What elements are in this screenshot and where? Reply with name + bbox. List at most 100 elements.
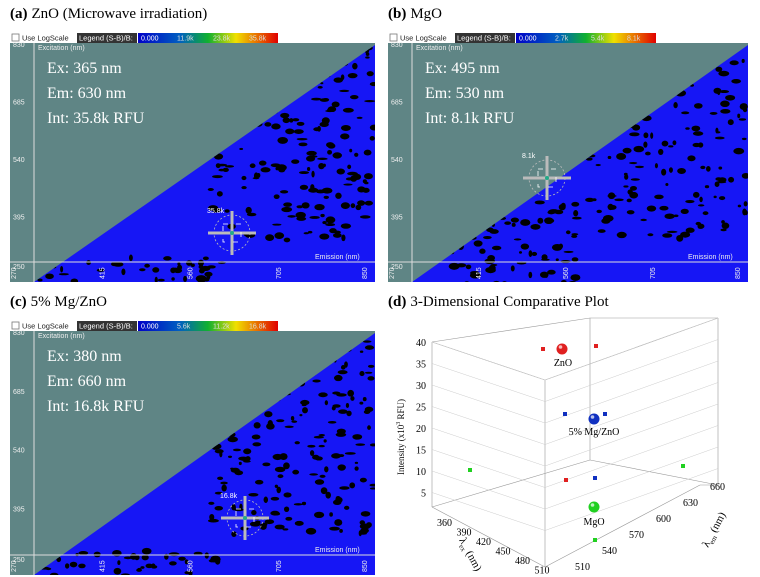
noise-patch (720, 100, 730, 108)
noise-patch (318, 392, 328, 398)
noise-patch (293, 129, 304, 135)
noise-patch (274, 524, 285, 530)
noise-patch (301, 404, 307, 407)
noise-patch (184, 571, 190, 575)
x-tick-label: 360 (437, 518, 452, 529)
noise-patch (335, 192, 342, 199)
noise-patch (221, 484, 227, 492)
noise-patch (737, 113, 741, 119)
noise-patch (626, 210, 635, 215)
noise-patch (721, 220, 725, 224)
noise-patch (323, 439, 327, 443)
marker-box (235, 508, 255, 528)
noise-patch (333, 374, 343, 382)
noise-patch (271, 123, 281, 130)
noise-patch (183, 275, 187, 282)
noise-patch (629, 132, 640, 137)
noise-patch (714, 136, 725, 140)
noise-patch (487, 255, 496, 262)
noise-patch (313, 511, 325, 519)
noise-patch (298, 142, 308, 147)
y-tick-label: 540 (391, 157, 403, 164)
annotation: Ex: 495 nm (425, 60, 500, 77)
noise-patch (364, 200, 373, 206)
noise-patch (317, 157, 328, 160)
scale-label: 5.6k (177, 324, 191, 331)
noise-patch (544, 217, 554, 225)
panel-title-text: MgO (410, 6, 442, 22)
noise-patch (739, 103, 748, 111)
noise-patch (352, 62, 358, 70)
noise-patch (528, 271, 533, 279)
x-axis-title: Emission (nm) (315, 254, 360, 261)
signal-region (412, 45, 748, 282)
noise-patch (340, 133, 350, 140)
checkbox-label: Use LogScale (22, 322, 69, 331)
noise-patch (719, 90, 730, 94)
x-tick-label: 510 (535, 566, 550, 577)
panel-label: (b) (388, 6, 406, 22)
noise-patch (640, 218, 647, 222)
x-tick-label: 415 (476, 267, 483, 279)
noise-patch (694, 103, 703, 109)
noise-patch (331, 453, 341, 459)
noise-patch (327, 150, 333, 155)
legend-label: Legend (S-B)/B: (457, 34, 511, 43)
noise-patch (314, 203, 325, 211)
noise-patch (207, 518, 219, 523)
noise-patch (666, 230, 678, 233)
noise-patch (163, 256, 172, 261)
noise-patch (220, 481, 228, 485)
noise-patch (369, 487, 375, 490)
noise-patch (727, 119, 734, 126)
noise-patch (728, 176, 735, 183)
grid-line (544, 403, 719, 467)
noise-patch (353, 435, 360, 440)
x-axis-title: Emission (nm) (688, 254, 733, 261)
marker-dot (545, 176, 549, 180)
noise-patch (706, 165, 711, 172)
legend-label: Legend (S-B)/B: (79, 322, 133, 331)
noise-patch (270, 496, 280, 501)
grid-line (431, 470, 546, 510)
noise-patch (597, 229, 606, 233)
noise-patch (299, 413, 303, 417)
x-tick-label: 850 (735, 267, 742, 279)
noise-patch (188, 570, 193, 575)
noise-patch (296, 205, 303, 209)
noise-patch (333, 77, 344, 83)
noise-patch (531, 251, 538, 256)
noise-patch (245, 206, 252, 214)
noise-patch (585, 197, 595, 203)
noise-patch (111, 262, 117, 267)
noise-patch (289, 118, 294, 123)
noise-patch (367, 364, 375, 368)
z-tick-label: 15 (416, 446, 426, 457)
annotation: Em: 530 nm (425, 85, 505, 102)
noise-patch (665, 183, 669, 186)
y-axis-title-unit: (nm) (707, 510, 729, 537)
noise-patch (563, 250, 574, 253)
noise-patch (284, 506, 290, 513)
noise-patch (561, 280, 567, 282)
noise-patch (369, 483, 375, 487)
noise-patch (520, 219, 531, 226)
panel-title: (d) 3-Dimensional Comparative Plot (388, 294, 609, 310)
noise-patch (309, 473, 318, 476)
noise-patch (568, 281, 578, 282)
noise-patch (264, 411, 273, 418)
noise-patch (354, 152, 359, 157)
noise-patch (178, 556, 186, 561)
noise-patch (685, 127, 690, 130)
noise-patch (335, 495, 341, 501)
noise-patch (668, 145, 674, 148)
noise-patch (504, 221, 512, 225)
noise-patch (169, 561, 177, 566)
noise-patch (662, 233, 673, 238)
point-label: 5% Mg/ZnO (569, 427, 620, 438)
point (588, 501, 600, 513)
noise-patch (49, 572, 59, 575)
noise-patch (284, 425, 294, 428)
noise-patch (713, 195, 717, 199)
noise-patch (691, 125, 701, 132)
